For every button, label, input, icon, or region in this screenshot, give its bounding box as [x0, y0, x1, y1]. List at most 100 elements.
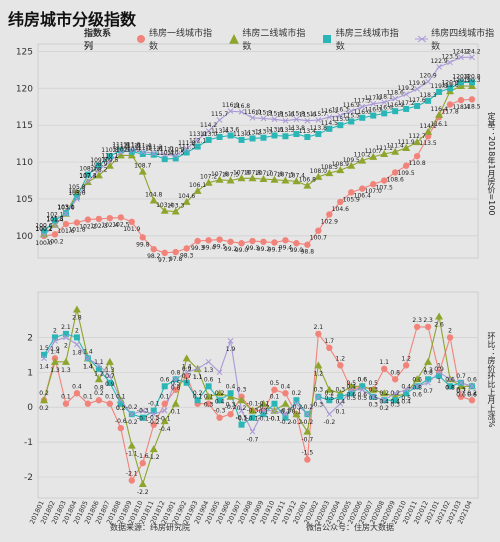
level-data-label-s2: 110.9 — [123, 146, 140, 153]
level-data-label-s4: 111.6 — [123, 141, 140, 148]
level-point-s4 — [63, 210, 69, 217]
level-point-s1 — [402, 162, 410, 169]
level-data-label-s3: 117.2 — [398, 100, 415, 107]
level-point-s2 — [127, 151, 136, 159]
mom-data-label-s1: 0.9 — [182, 366, 192, 373]
level-data-label-s3: 113.0 — [200, 131, 217, 138]
mom-data-label-s4: 1.4 — [39, 363, 49, 370]
mom-data-label-s2: 0.4 — [215, 398, 225, 405]
level-point-s3 — [41, 228, 47, 235]
level-point-s3 — [359, 114, 366, 121]
mom-data-label-s3: 0.6 — [204, 376, 214, 383]
level-data-label-s3: 112.1 — [189, 138, 206, 145]
mom-data-label-s2: 1.3 — [423, 367, 433, 374]
mom-point-s3 — [216, 397, 223, 404]
level-data-label-s3: 118.3 — [420, 92, 437, 99]
level-data-label-s2: 107.7 — [255, 170, 272, 177]
mom-plot-frame — [37, 291, 479, 499]
mom-data-label-s2: -1.1 — [126, 451, 138, 458]
level-data-label-s3: 110.4 — [156, 150, 173, 157]
level-point-s2 — [105, 161, 114, 169]
level-point-s3 — [95, 162, 102, 169]
mom-data-label-s2: 0.1 — [281, 409, 291, 416]
mom-data-label-s4: 1.3 — [204, 367, 214, 374]
level-point-s2 — [292, 177, 301, 185]
mom-point-s1 — [381, 365, 388, 373]
mom-point-s2 — [292, 410, 301, 418]
level-point-s2 — [94, 171, 103, 179]
level-data-label-s4: 120.9 — [420, 73, 437, 80]
mom-point-s4 — [436, 369, 442, 376]
level-data-label-s1: 99.0 — [290, 247, 304, 254]
level-data-label-s2: 111.9 — [398, 139, 415, 146]
mom-point-s3 — [106, 379, 113, 386]
mom-data-label-s4: 0.3 — [314, 402, 324, 409]
level-data-label-s4: 111.2 — [145, 144, 162, 151]
mom-point-s4 — [414, 383, 420, 390]
level-data-label-s4: 118.1 — [376, 93, 393, 100]
mom-point-s1 — [84, 400, 92, 407]
mom-data-label-s4: -0.1 — [258, 416, 270, 423]
level-data-label-s1: 107.0 — [365, 188, 382, 195]
mom-point-s4 — [194, 365, 201, 372]
mom-point-s2 — [50, 357, 59, 365]
level-data-label-s1: 99.2 — [224, 246, 238, 253]
mom-point-s2 — [237, 396, 246, 404]
level-data-label-s1: 118.5 — [463, 103, 480, 110]
level-data-label-s3: 113.8 — [288, 125, 305, 132]
mom-data-label-s1: 0.4 — [281, 383, 291, 390]
mom-point-s1 — [227, 411, 234, 418]
mom-data-label-s1: 0.2 — [94, 390, 104, 397]
mom-data-label-s4: 1 — [218, 377, 222, 384]
chart-title: 纬房城市分级指数 — [8, 10, 137, 29]
mom-point-s1 — [424, 323, 432, 331]
level-point-s2 — [391, 147, 400, 155]
level-data-label-s4: 100.1 — [35, 226, 52, 233]
mom-point-s3 — [293, 397, 300, 404]
mom-data-label-s4: -0.2 — [323, 419, 335, 426]
mom-data-label-s1: -0.2 — [291, 404, 303, 411]
mom-data-label-s2: 0.2 — [237, 405, 247, 412]
mom-data-label-s3: 0.7 — [105, 373, 115, 380]
mom-data-label-s2: 0.1 — [259, 409, 269, 416]
level-data-label-s2: 110.7 — [365, 148, 382, 155]
mom-point-s4 — [348, 386, 355, 393]
level-data-label-s1: 99.4 — [202, 244, 216, 251]
mom-data-label-s4: 0.7 — [423, 388, 433, 395]
mom-data-label-s1: 0.2 — [467, 390, 477, 397]
mom-point-s3 — [51, 334, 58, 341]
mom-data-label-s3: 2.1 — [61, 324, 71, 331]
level-point-s3 — [403, 105, 410, 112]
legend-title: 指数系列 — [84, 29, 112, 52]
mom-point-s3 — [348, 390, 355, 397]
mom-data-label-s2: -0.1 — [269, 416, 281, 423]
level-data-label-s2: 110.2 — [354, 152, 371, 159]
mom-point-s4 — [85, 355, 91, 362]
level-point-s4 — [172, 152, 179, 159]
cross-marker-icon — [414, 35, 429, 43]
level-point-s4 — [447, 59, 453, 66]
mom-data-label-s2: 1.2 — [314, 370, 324, 377]
level-point-s1 — [216, 236, 223, 243]
level-data-label-s4: 116.9 — [343, 102, 360, 109]
level-point-s4 — [161, 151, 168, 158]
level-point-s4 — [304, 117, 311, 124]
footer-wechat: 微信公众号：住房大数据 — [306, 523, 394, 532]
mom-data-label-s2: 0.8 — [412, 384, 422, 391]
mom-point-s4 — [293, 400, 300, 407]
level-data-label-s3: 113.5 — [277, 127, 294, 134]
mom-point-s1 — [457, 393, 465, 400]
level-data-label-s1: 113.5 — [420, 140, 437, 147]
level-data-label-s3: 111.1 — [134, 145, 151, 152]
level-data-label-s2: 109.5 — [343, 157, 360, 164]
level-point-s2 — [314, 172, 323, 180]
level-point-s1 — [117, 214, 125, 221]
level-data-label-s4: 115.8 — [266, 110, 283, 117]
mom-point-s4 — [315, 393, 322, 400]
mom-data-label-s1: 0.4 — [72, 383, 82, 390]
mom-data-label-s4: -0.1 — [159, 416, 171, 423]
mom-data-label-s2: 0.1 — [171, 409, 181, 416]
level-data-label-s3: 120.8 — [463, 73, 480, 80]
mom-data-label-s4: 1 — [437, 377, 441, 384]
level-point-s3 — [469, 79, 475, 86]
